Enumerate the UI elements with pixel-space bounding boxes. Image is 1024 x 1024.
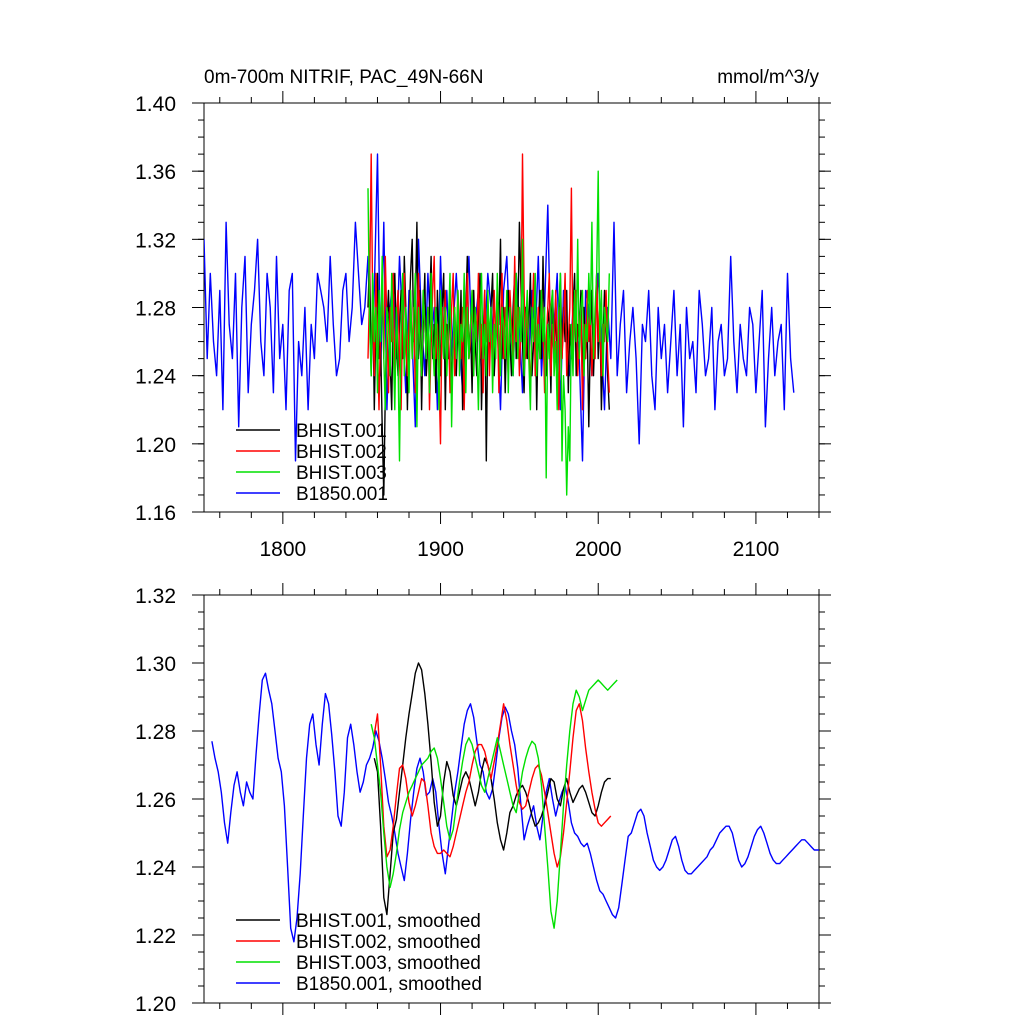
top-panel: 1.16 1.20 1.24 1.28 1.32 1.36 1.40 1800 1900 2000…: [135, 67, 831, 561]
legend-label: BHIST.001, smoothed: [296, 911, 481, 932]
series-line-bhist-003: [367, 170, 610, 496]
y-tick-label: 1.26: [135, 789, 176, 812]
series-group: [211, 662, 819, 943]
legend-label: BHIST.002, smoothed: [296, 932, 481, 953]
chart-title: 0m-700m NITRIF, PAC_49N-66N: [204, 67, 483, 88]
legend-label: B1850.001: [296, 484, 388, 505]
series-line-bhist-002-smoothed: [373, 703, 612, 868]
y-tick-label: 1.20: [135, 993, 176, 1016]
x-tick-label: 2100: [733, 538, 780, 561]
series-line-bhist-003-smoothed: [370, 679, 618, 929]
bottom-panel: 1.20 1.22 1.24 1.26 1.28 1.30 1.32 BHIST.001, s…: [135, 583, 831, 1016]
legend-label: B1850.001, smoothed: [296, 974, 482, 995]
x-tick-label: 1900: [417, 538, 464, 561]
series-line-b1850-001-smoothed: [211, 672, 819, 943]
y-tick-label: 1.16: [135, 502, 176, 525]
legend-label: BHIST.003: [296, 463, 387, 484]
y-tick-label: 1.20: [135, 434, 176, 457]
y-tick-label: 1.32: [135, 585, 176, 608]
x-tick-label: 1800: [259, 538, 306, 561]
y-tick-label: 1.24: [135, 857, 176, 880]
y-tick-label: 1.28: [135, 298, 176, 321]
series-line-bhist-001-smoothed: [373, 662, 611, 916]
legend-label: BHIST.003, smoothed: [296, 953, 481, 974]
legend-label: BHIST.002: [296, 442, 387, 463]
y-tick-label: 1.40: [135, 93, 176, 116]
series-group: [204, 153, 795, 496]
units-label: mmol/m^3/y: [717, 67, 819, 88]
legend-label: BHIST.001: [296, 421, 387, 442]
y-tick-label: 1.30: [135, 653, 176, 676]
y-tick-label: 1.36: [135, 161, 176, 184]
y-tick-label: 1.32: [135, 229, 176, 252]
y-tick-label: 1.24: [135, 366, 176, 389]
x-tick-label: 2000: [575, 538, 622, 561]
y-tick-label: 1.28: [135, 721, 176, 744]
y-tick-label: 1.22: [135, 925, 176, 948]
